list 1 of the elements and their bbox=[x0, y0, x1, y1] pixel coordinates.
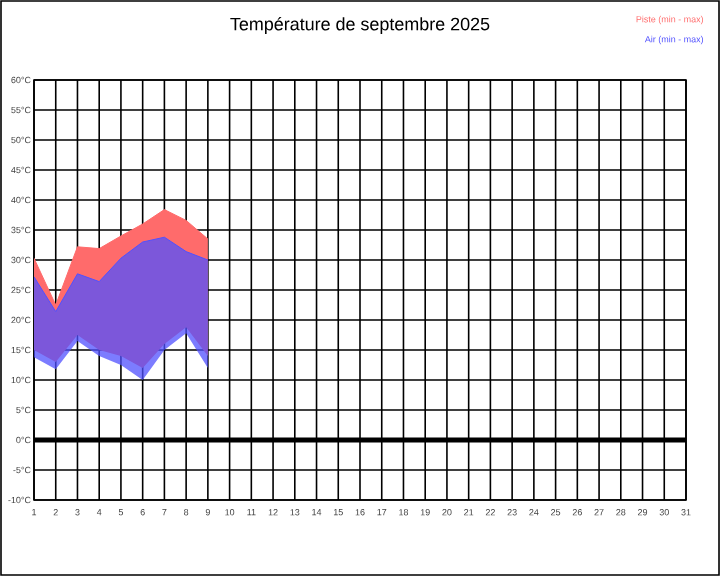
chart-title: Température de septembre 2025 bbox=[230, 17, 490, 34]
